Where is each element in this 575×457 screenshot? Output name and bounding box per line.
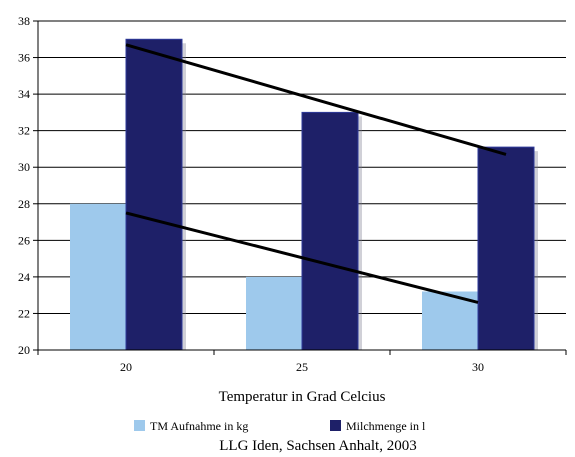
bars (70, 38, 538, 351)
legend-swatch-milchmenge (330, 420, 341, 431)
y-tick-label: 20 (18, 343, 30, 357)
x-tick-label: 20 (120, 360, 132, 374)
legend-label-tm-aufnahme: TM Aufnahme in kg (150, 419, 248, 433)
y-tick-labels: 20 22 24 26 28 30 32 34 36 38 (18, 14, 30, 357)
y-tick-label: 24 (18, 270, 30, 284)
y-tick-label: 30 (18, 160, 30, 174)
trendline-tm-aufnahme (125, 211, 479, 304)
x-axis-title: Temperatur in Grad Celcius (219, 389, 386, 405)
y-tick-label: 32 (18, 124, 30, 138)
bar-tm-aufnahme-20 (70, 203, 126, 350)
y-tick-label: 38 (18, 14, 30, 28)
legend-swatch-tm-aufnahme (134, 420, 145, 431)
trendlines (125, 43, 507, 304)
x-tick-labels: 20 25 30 (120, 360, 484, 374)
legend-label-milchmenge: Milchmenge in l (346, 419, 426, 433)
bar-milchmenge-20 (125, 38, 183, 351)
x-tick-label: 30 (472, 360, 484, 374)
bar-milchmenge-30 (477, 146, 535, 351)
bar-milchmenge-25 (301, 111, 359, 351)
y-tick-label: 26 (18, 233, 30, 247)
y-tick-label: 36 (18, 51, 30, 65)
bar-tm-aufnahme-25 (246, 276, 302, 350)
y-tick-label: 28 (18, 197, 30, 211)
legend: TM Aufnahme in kg Milchmenge in l (134, 419, 426, 433)
y-tick-label: 34 (18, 87, 30, 101)
source-note: LLG Iden, Sachsen Anhalt, 2003 (219, 438, 416, 454)
y-tick-label: 22 (18, 306, 30, 320)
x-tick-label: 25 (296, 360, 308, 374)
axes (33, 20, 567, 355)
trendline-milchmenge (125, 43, 507, 156)
